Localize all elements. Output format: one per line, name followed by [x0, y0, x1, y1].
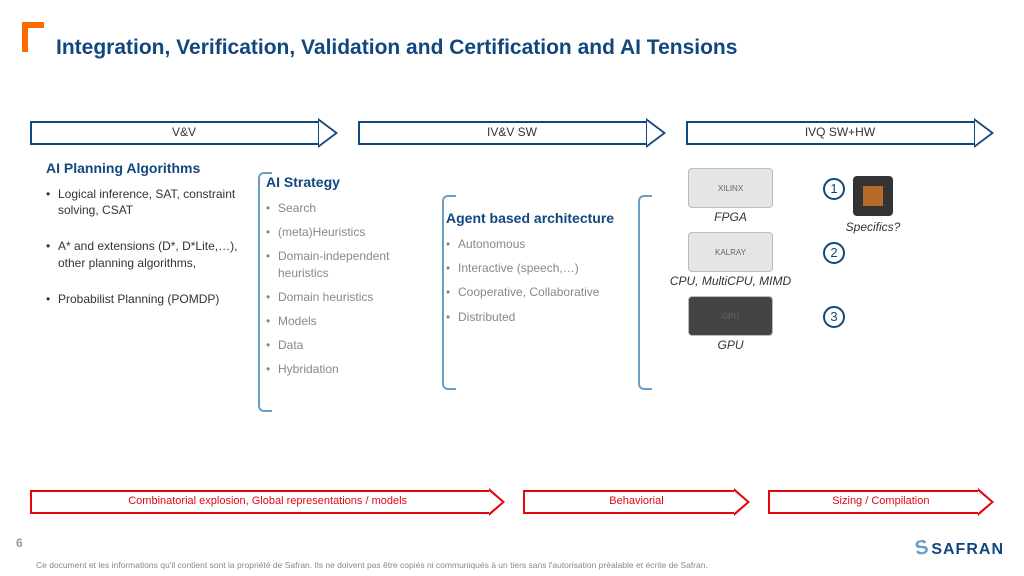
- column-specifics: Specifics?: [823, 160, 923, 456]
- slide-title: Integration, Verification, Validation an…: [56, 36, 737, 60]
- chip-icon: GPU: [688, 296, 773, 336]
- phase-arrow-vv: V&V: [30, 118, 338, 148]
- col-heading: AI Planning Algorithms: [46, 160, 250, 176]
- chip-icon: KALRAY: [688, 232, 773, 272]
- column-planning: AI Planning Algorithms Logical inference…: [38, 160, 258, 456]
- red-arrow-label: Behaviorial: [523, 495, 749, 507]
- list-item: Cooperative, Collaborative: [458, 284, 630, 300]
- hw-label: FPGA: [646, 210, 815, 224]
- list-item: Hybridation: [278, 361, 430, 377]
- list-item: Logical inference, SAT, constraint solvi…: [58, 186, 250, 218]
- red-arrow-label: Combinatorial explosion, Global represen…: [30, 495, 505, 507]
- list-item: Domain heuristics: [278, 289, 430, 305]
- phase-arrow-ivv: IV&V SW: [358, 118, 666, 148]
- phase-arrows: V&V IV&V SW IVQ SW+HW: [30, 118, 994, 148]
- red-arrow: Sizing / Compilation: [768, 488, 994, 516]
- cpu-icon: [853, 176, 893, 216]
- list-item: Autonomous: [458, 236, 630, 252]
- list-item: Probabilist Planning (POMDP): [58, 291, 250, 307]
- phase-label: IVQ SW+HW: [686, 125, 994, 139]
- list-item: Models: [278, 313, 430, 329]
- list-item: Domain-independent heuristics: [278, 248, 430, 280]
- phase-arrow-ivq: IVQ SW+HW: [686, 118, 994, 148]
- red-arrow: Combinatorial explosion, Global represen…: [30, 488, 505, 516]
- list-item: Distributed: [458, 309, 630, 325]
- safran-logo: SAFRAN: [915, 537, 1004, 560]
- bottom-arrows: Combinatorial explosion, Global represen…: [30, 488, 994, 516]
- column-hardware: XILINX 1 FPGA KALRAY 2 CPU, MultiCPU, MI…: [638, 160, 823, 456]
- column-strategy: AI Strategy Search (meta)Heuristics Doma…: [258, 160, 438, 456]
- corner-accent: [22, 22, 44, 52]
- phase-label: V&V: [30, 125, 338, 139]
- page-number: 6: [16, 536, 23, 550]
- list-item: Data: [278, 337, 430, 353]
- list-item: Search: [278, 200, 430, 216]
- disclaimer-text: Ce document et les informations qu'il co…: [36, 560, 708, 570]
- red-arrow-label: Sizing / Compilation: [768, 495, 994, 507]
- red-arrow: Behaviorial: [523, 488, 749, 516]
- list-item: (meta)Heuristics: [278, 224, 430, 240]
- list-item: A* and extensions (D*, D*Lite,…), other …: [58, 238, 250, 270]
- content-columns: AI Planning Algorithms Logical inference…: [38, 160, 974, 456]
- phase-label: IV&V SW: [358, 125, 666, 139]
- chip-icon: XILINX: [688, 168, 773, 208]
- column-agent: Agent based architecture Autonomous Inte…: [438, 160, 638, 456]
- specifics-label: Specifics?: [831, 220, 915, 234]
- col-heading: AI Strategy: [266, 174, 430, 190]
- hw-label: CPU, MultiCPU, MIMD: [646, 274, 815, 288]
- list-item: Interactive (speech,…): [458, 260, 630, 276]
- col-heading: Agent based architecture: [446, 210, 630, 226]
- hw-label: GPU: [646, 338, 815, 352]
